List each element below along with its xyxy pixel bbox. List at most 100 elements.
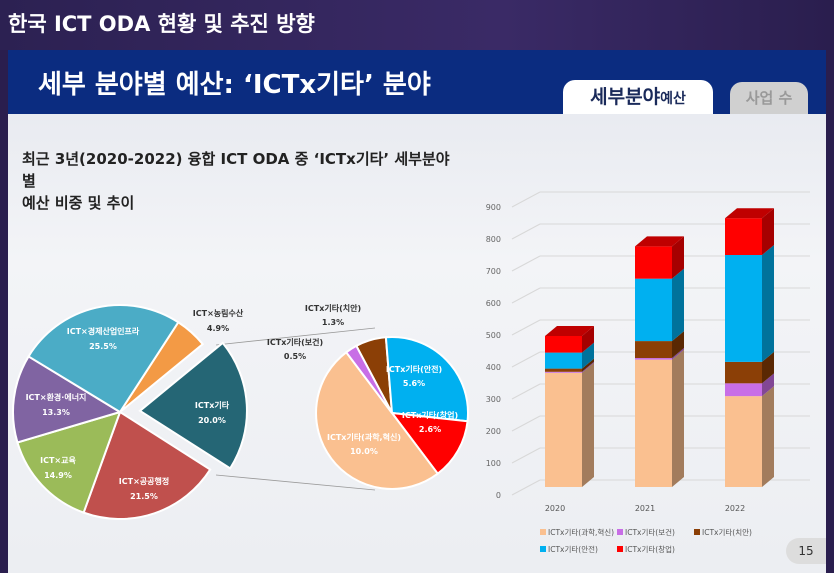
legend-swatch [617, 529, 623, 535]
presentation-header: 한국 ICT ODA 현황 및 추진 방향 [0, 0, 834, 50]
connector-line [215, 327, 376, 346]
bar-segment-side [672, 331, 684, 359]
gridline [511, 351, 541, 368]
bar-segment [635, 359, 672, 487]
pie-value-label: 1.3% [322, 318, 344, 327]
pie-value-label: 10.0% [350, 447, 378, 456]
pie-slice [12, 355, 123, 444]
bar-segment-side [762, 386, 774, 487]
chart-subtitle: 최근 3년(2020-2022) 융합 ICT ODA 중 ‘ICTx기타’ 세… [22, 148, 462, 214]
legend-label: ICTx기타(치안) [702, 527, 752, 537]
bar-segment-side [762, 208, 774, 255]
bar-segment [725, 255, 762, 362]
bar-segment [725, 361, 762, 384]
slide-title: 세부 분야별 예산: ‘ICTx기타’ 분야 [38, 70, 431, 100]
y-tick-label: 600 [486, 299, 501, 308]
bar-segment-side [582, 358, 594, 372]
legend-swatch [540, 546, 546, 552]
y-tick-label: 0 [496, 491, 501, 500]
pie-slice [315, 350, 440, 490]
tab-budget[interactable]: 세부분야예산 [563, 80, 713, 114]
pie-value-label: 0.5% [284, 352, 306, 361]
presentation-title: 한국 ICT ODA 현황 및 추진 방향 [8, 12, 315, 36]
connector-line [215, 474, 376, 491]
gridline [511, 191, 541, 208]
bar-segment [545, 368, 582, 372]
gridline [511, 383, 541, 400]
pie-value-label: 21.5% [130, 492, 158, 501]
y-tick-label: 400 [486, 363, 501, 372]
bar-segment-side [582, 325, 594, 353]
gridline [511, 415, 541, 432]
pie-slice [344, 344, 393, 414]
pie-value-label: 4.9% [207, 324, 229, 333]
bar-segment [635, 246, 672, 279]
legend-swatch [617, 546, 623, 552]
pie-label: ICTx기타(과학,혁신) [327, 432, 401, 442]
bar-segment-side [762, 245, 774, 362]
pie-label: ICT×공공행정 [119, 476, 169, 486]
pie-label: ICT×환경·에너지 [26, 392, 87, 402]
y-tick-label: 100 [486, 459, 501, 468]
pie-slice [16, 410, 122, 514]
subtitle-line: 최근 3년(2020-2022) 융합 ICT ODA 중 ‘ICTx기타’ 세… [22, 150, 450, 190]
bar-segment [635, 341, 672, 359]
bar-segment [545, 352, 582, 369]
bar-segment-side [672, 349, 684, 487]
bar-segment-side [582, 342, 594, 369]
slide-header: 세부 분야별 예산: ‘ICTx기타’ 분야 세부분야예산 사업 수 [8, 50, 826, 114]
tab-suffix: 예산 [660, 91, 686, 107]
y-tick-label: 900 [486, 203, 501, 212]
pie-label: ICTx기타(치안) [305, 303, 361, 313]
legend-swatch [540, 529, 546, 535]
tab-project-count[interactable]: 사업 수 [730, 82, 808, 114]
bar-segment-side [672, 236, 684, 279]
pie-value-label: 2.6% [419, 425, 441, 434]
legend-label: ICTx기타(창업) [625, 545, 675, 554]
pie-label: ICT×교육 [40, 455, 76, 465]
y-tick-label: 700 [486, 267, 501, 276]
legend-label: ICTx기타(과학,혁신) [548, 527, 614, 537]
bar-segment [725, 218, 762, 255]
page-number: 15 [786, 538, 826, 564]
bar-segment [635, 358, 672, 360]
subtitle-line: 예산 비중 및 추이 [22, 194, 135, 212]
pie-label: ICT×경제산업인프라 [67, 326, 140, 336]
bar-segment [725, 396, 762, 487]
pie-value-label: 20.0% [198, 416, 226, 425]
x-tick-label: 2020 [545, 504, 565, 513]
bar-segment [635, 278, 672, 342]
pie-value-label: 14.9% [44, 471, 72, 480]
bar-top [635, 236, 684, 247]
pie-label: ICT×농림수산 [193, 308, 244, 318]
legend-label: ICTx기타(보건) [625, 527, 675, 537]
bar-segment [545, 335, 582, 353]
pie-label: ICTx기타(보건) [267, 337, 323, 347]
legend-swatch [694, 529, 700, 535]
pie-label: ICTx기타(안전) [386, 364, 442, 374]
pie-slice [82, 410, 212, 520]
y-tick-label: 300 [486, 395, 501, 404]
bar-segment-side [582, 361, 594, 373]
bar-segment-side [762, 373, 774, 397]
pie-slice [384, 336, 469, 423]
bar-segment [725, 383, 762, 397]
pie-slice [138, 341, 248, 470]
bar-top [545, 325, 594, 336]
gridline [511, 447, 541, 464]
pie-slice [389, 411, 469, 476]
legend-label: ICTx기타(안전) [548, 544, 598, 554]
y-tick-label: 500 [486, 331, 501, 340]
pie-label: ICTx기타(창업) [402, 410, 458, 420]
pie-value-label: 13.3% [42, 408, 70, 417]
x-tick-label: 2021 [635, 504, 655, 513]
bar-segment [545, 372, 582, 487]
x-tick-label: 2022 [725, 504, 745, 513]
bar-segment-side [762, 351, 774, 384]
gridline [511, 479, 541, 496]
pie-value-label: 5.6% [403, 379, 425, 388]
y-tick-label: 800 [486, 235, 501, 244]
tab-label: 세부분야 [590, 86, 661, 108]
gridline [511, 255, 541, 272]
